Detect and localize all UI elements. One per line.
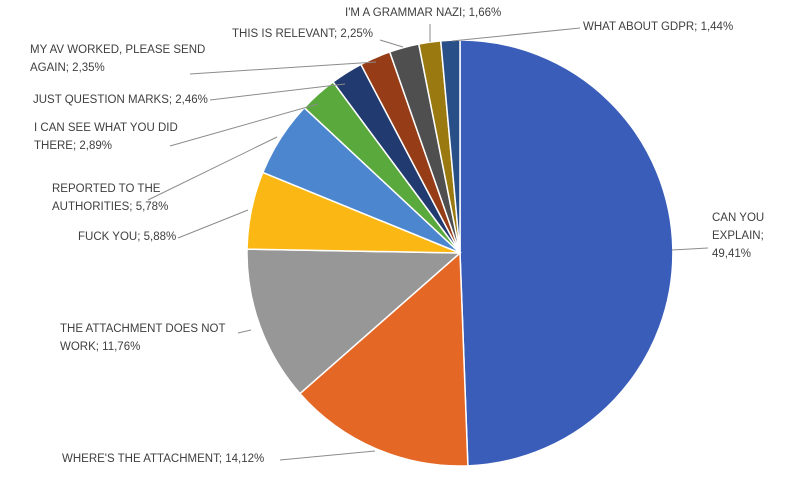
slice-label: FUCK YOU; 5,88% bbox=[78, 231, 176, 243]
pie-slice bbox=[246, 248, 462, 395]
leader-line bbox=[451, 27, 581, 42]
slice-label-line: WHERE'S THE ATTACHMENT; 14,12% bbox=[62, 453, 264, 465]
leader-line bbox=[189, 61, 377, 75]
slice-label-line: WHAT ABOUT GDPR; 1,44% bbox=[583, 21, 733, 33]
slice-label: REPORTED TO THE AUTHORITIES; 5,78% bbox=[52, 183, 168, 213]
slice-label-line: AUTHORITIES; 5,78% bbox=[52, 201, 168, 213]
slice-labels: CAN YOU EXPLAIN; 49,41% WHERE'S THE ATTACHM… bbox=[30, 7, 764, 465]
slice-label-line: I CAN SEE WHAT YOU DID bbox=[34, 122, 178, 134]
leader-line bbox=[177, 209, 249, 239]
pie-slice bbox=[459, 39, 674, 467]
leader-line bbox=[169, 103, 319, 147]
slice-label-line: THE ATTACHMENT DOES NOT bbox=[60, 323, 225, 335]
leader-line bbox=[237, 329, 252, 334]
slice-label: MY AV WORKED, PLEASE SEND AGAIN; 2,35% bbox=[30, 44, 205, 74]
leader-line bbox=[147, 136, 278, 201]
slice-label-line: WORK; 11,76% bbox=[60, 341, 140, 353]
slice-label-line: AGAIN; 2,35% bbox=[30, 62, 105, 74]
slice-label: CAN YOU EXPLAIN; 49,41% bbox=[712, 212, 764, 260]
slice-label: THE ATTACHMENT DOES NOT WORK; 11,76% bbox=[60, 323, 225, 353]
slice-label: JUST QUESTION MARKS; 2,46% bbox=[33, 94, 208, 106]
leader-lines bbox=[147, 24, 709, 461]
leader-line bbox=[379, 39, 404, 48]
leader-line bbox=[209, 83, 346, 101]
slice-label: I'M A GRAMMAR NAZI; 1,66% bbox=[345, 7, 501, 19]
leader-line bbox=[671, 247, 709, 251]
slice-label-line: FUCK YOU; 5,88% bbox=[78, 231, 176, 243]
pie-slices bbox=[246, 39, 674, 467]
slice-label: I CAN SEE WHAT YOU DID THERE; 2,89% bbox=[34, 122, 178, 152]
slice-label-line: CAN YOU bbox=[712, 212, 764, 224]
slice-label-line: 49,41% bbox=[712, 248, 751, 260]
slice-label-line: THIS IS RELEVANT; 2,25% bbox=[232, 28, 373, 40]
slice-label-line: MY AV WORKED, PLEASE SEND bbox=[30, 44, 205, 56]
slice-label-line: I'M A GRAMMAR NAZI; 1,66% bbox=[345, 7, 501, 19]
slice-label: WHERE'S THE ATTACHMENT; 14,12% bbox=[62, 453, 264, 465]
leader-line bbox=[279, 450, 376, 461]
slice-label-line: THERE; 2,89% bbox=[34, 140, 112, 152]
slice-label: WHAT ABOUT GDPR; 1,44% bbox=[583, 21, 733, 33]
slice-label-line: JUST QUESTION MARKS; 2,46% bbox=[33, 94, 208, 106]
slice-label-line: EXPLAIN; bbox=[712, 230, 764, 242]
slice-label: THIS IS RELEVANT; 2,25% bbox=[232, 28, 373, 40]
pie-slice bbox=[298, 251, 469, 467]
slice-label-line: REPORTED TO THE bbox=[52, 183, 161, 195]
